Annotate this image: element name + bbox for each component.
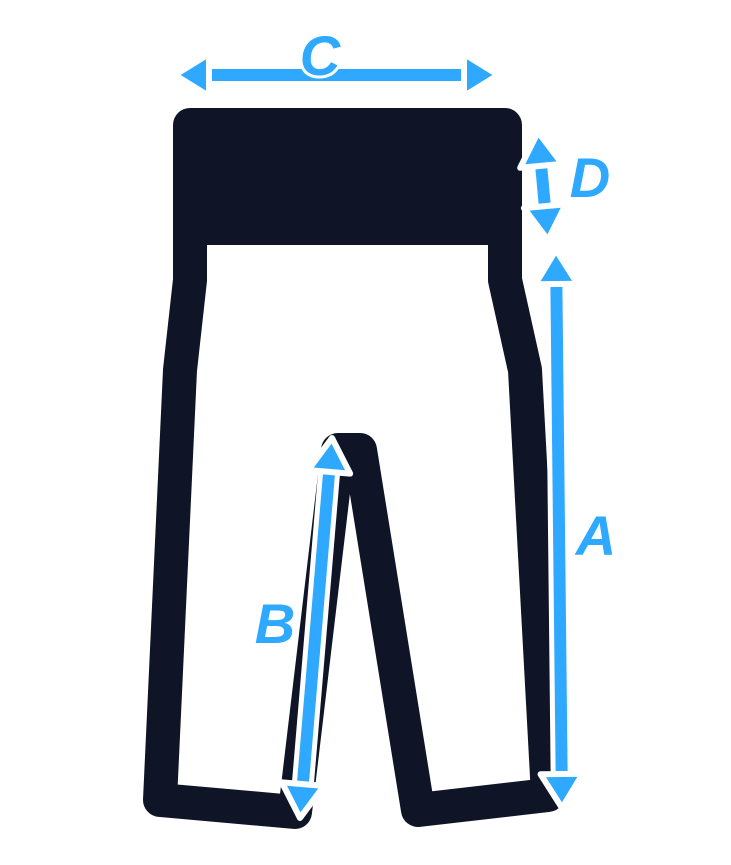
measure-label-c: C — [300, 24, 342, 87]
pants-waistband — [190, 125, 505, 245]
measure-label-a: A — [574, 504, 616, 567]
measure-label-d: D — [570, 146, 610, 209]
pants-outline — [160, 125, 548, 812]
measure-label-b: B — [255, 592, 295, 655]
measure-arrow-d — [520, 132, 566, 240]
pants-measurement-diagram: A B C D — [0, 0, 731, 865]
